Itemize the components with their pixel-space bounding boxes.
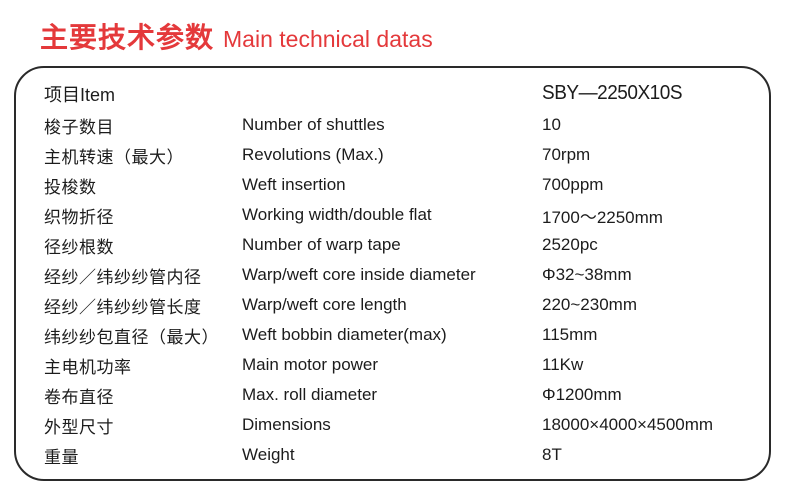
spec-label-zh: 投梭数 [44, 177, 97, 197]
page-title: 主要技术参数 Main technical datas [40, 16, 433, 56]
spec-label-zh: 梭子数目 [44, 117, 114, 137]
spec-label-zh: 重量 [44, 447, 79, 467]
table-row: 径纱根数 Number of warp tape 2520pc [44, 230, 755, 260]
table-row: 外型尺寸 Dimensions 18000×4000×4500mm [44, 410, 755, 440]
table-row: 织物折径 Working width/double flat 1700～2250… [44, 200, 755, 230]
page-title-chinese: 主要技术参数 [40, 22, 215, 53]
spec-value: 2520pc [542, 235, 598, 254]
spec-label-en: Number of shuttles [242, 115, 385, 134]
spec-label-en: Max. roll diameter [242, 385, 378, 404]
table-row: 经纱／纬纱纱管长度 Warp/weft core length 220~230m… [44, 290, 755, 320]
table-row: 卷布直径 Max. roll diameter Φ1200mm [44, 380, 755, 410]
table-row: 投梭数 Weft insertion 700ppm [44, 170, 755, 200]
spec-label-en: Main motor power [242, 355, 379, 374]
spec-label-en: Dimensions [242, 415, 331, 434]
spec-label-zh: 主机转速（最大） [44, 147, 184, 167]
spec-label-zh: 经纱／纬纱纱管内径 [44, 267, 202, 287]
spec-label-en: Warp/weft core length [242, 295, 407, 314]
spec-label-zh: 外型尺寸 [44, 417, 114, 437]
spec-value: 1700～2250mm [542, 207, 663, 227]
spec-value: 115mm [542, 325, 598, 344]
spec-label-en: Weft bobbin diameter(max) [242, 325, 447, 344]
spec-value: 220~230mm [542, 295, 637, 314]
spec-label-zh: 经纱／纬纱纱管长度 [44, 297, 202, 317]
spec-label-en: Working width/double flat [242, 205, 432, 224]
table-row: 纬纱纱包直径（最大） Weft bobbin diameter(max) 115… [44, 320, 755, 350]
table-row: 主电机功率 Main motor power 11Kw [44, 350, 755, 380]
header-item-label: 项目Item [44, 84, 116, 105]
spec-value: Φ32~38mm [542, 265, 632, 284]
table-row: 重量 Weight 8T [44, 440, 755, 470]
table-header-row: 项目Item SBY—2250X10S [44, 77, 755, 110]
spec-label-zh: 卷布直径 [44, 387, 114, 407]
spec-label-zh: 织物折径 [44, 207, 114, 227]
spec-value: Φ1200mm [542, 385, 622, 404]
spec-value: 11Kw [542, 355, 584, 374]
page-title-english: Main technical datas [223, 26, 433, 52]
table-row: 主机转速（最大） Revolutions (Max.) 70rpm [44, 140, 755, 170]
spec-label-zh: 主电机功率 [44, 357, 132, 377]
spec-table: 项目Item SBY—2250X10S 梭子数目 Number of shutt… [14, 66, 771, 481]
spec-label-en: Number of warp tape [242, 235, 401, 254]
spec-label-zh: 纬纱纱包直径（最大） [44, 327, 219, 347]
header-model-number: SBY—2250X10S [542, 82, 683, 104]
table-row: 经纱／纬纱纱管内径 Warp/weft core inside diameter… [44, 260, 755, 290]
spec-label-en: Revolutions (Max.) [242, 145, 384, 164]
spec-value: 700ppm [542, 175, 604, 194]
spec-label-en: Warp/weft core inside diameter [242, 265, 476, 284]
spec-label-en: Weft insertion [242, 175, 346, 194]
spec-value: 70rpm [542, 145, 591, 164]
spec-label-en: Weight [242, 445, 295, 464]
table-row: 梭子数目 Number of shuttles 10 [44, 110, 755, 140]
spec-value: 18000×4000×4500mm [542, 415, 714, 434]
spec-value: 8T [542, 445, 562, 464]
spec-value: 10 [542, 115, 561, 134]
spec-label-zh: 径纱根数 [44, 237, 114, 257]
